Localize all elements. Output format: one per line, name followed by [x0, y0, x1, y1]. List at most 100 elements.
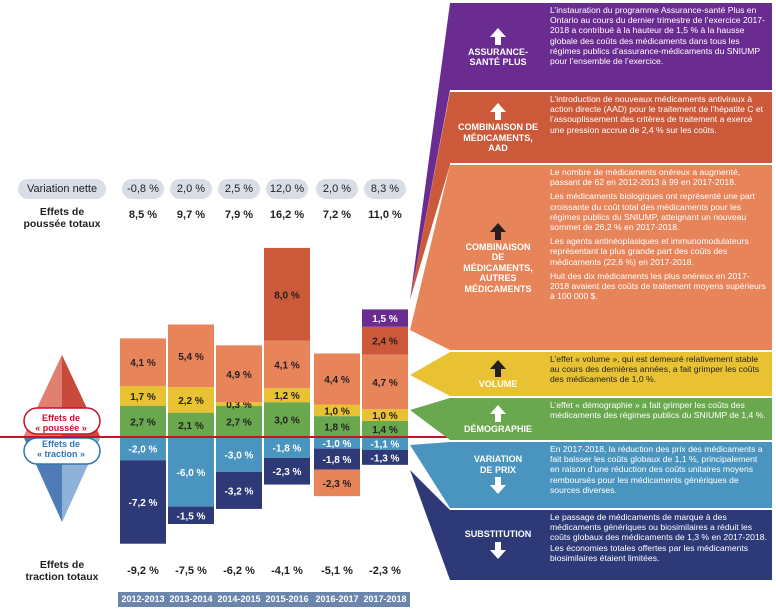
connector-asp [410, 3, 450, 300]
connector-prix [410, 442, 450, 508]
year-label: 2013-2014 [166, 592, 216, 607]
traction-totaux-label: Effets de traction totaux [25, 559, 99, 583]
bar-label: 2,7 % [226, 417, 252, 428]
panel-prix: VARIATION DE PRIX [450, 442, 546, 508]
traction-diamond-label: Effets de « traction » [36, 439, 85, 459]
bar-seg-neg [120, 460, 166, 544]
year-label: 2012-2013 [118, 592, 168, 607]
connector-aad [410, 92, 450, 300]
bar-seg-neg [314, 437, 360, 449]
bar-seg-pos [362, 409, 408, 421]
bar-seg-pos [314, 416, 360, 437]
panel-description: En 2017-2018, la réduction des prix des … [546, 442, 772, 508]
bar-seg-pos [314, 353, 360, 405]
panel-title: COMBINAISON DE MÉDICAMENTS, AAD [457, 122, 538, 154]
bar-seg-pos [264, 402, 310, 437]
bar-seg-pos [120, 338, 166, 386]
bar-label: -1,5 % [177, 511, 206, 522]
panel-description: Le passage de médicaments de marque à de… [546, 510, 772, 580]
panel-description: L’effet « démographie » a fait grimper l… [546, 398, 772, 440]
bar-seg-neg [362, 437, 408, 450]
arrow-up-icon [490, 27, 506, 45]
bar-seg-pos [168, 324, 214, 388]
bar-seg-neg [362, 449, 408, 465]
bar-seg-neg [216, 471, 262, 509]
panel-autres: COMBINAISON DE MÉDICAMENTS, AUTRES MÉDIC… [450, 165, 546, 350]
bar-label: 1,0 % [324, 406, 350, 417]
variation-nette-value: -0,8 % [122, 179, 164, 199]
bar-label: 1,0 % [372, 411, 398, 422]
bar-seg-neg [264, 437, 310, 458]
panel-title: SUBSTITUTION [464, 529, 532, 540]
bar-label: -1,3 % [371, 453, 400, 464]
bar-seg-neg [168, 437, 214, 507]
traction-total: -9,2 % [127, 565, 159, 577]
panel-description: Le nombre de médicaments onéreux a augme… [546, 165, 772, 350]
traction-total: -4,1 % [271, 565, 303, 577]
poussee-total: 9,7 % [176, 209, 206, 221]
panel-subst: SUBSTITUTION [450, 510, 546, 580]
bar-label: 4,7 % [372, 378, 398, 389]
bar-seg-pos [362, 326, 408, 355]
year-label: 2016-2017 [312, 592, 362, 607]
bar-seg-neg [120, 437, 166, 461]
bar-seg-pos [216, 345, 262, 403]
bar-seg-pos [216, 405, 262, 437]
connector-autres [410, 165, 450, 350]
year-label: 2015-2016 [262, 592, 312, 607]
bar-seg-pos [314, 404, 360, 417]
traction-total: -5,1 % [321, 565, 353, 577]
panel-description: L’instauration du programme Assurance-sa… [546, 3, 772, 90]
variation-nette-value: 12,0 % [266, 179, 308, 199]
bar-seg-neg [314, 469, 360, 497]
bar-label: -3,2 % [225, 486, 254, 497]
bar-seg-neg [314, 448, 360, 470]
bar-seg-pos [216, 402, 262, 406]
bar-seg-pos [362, 420, 408, 437]
bar-label: 2,4 % [372, 337, 398, 348]
panel-title: ASSURANCE- SANTÉ PLUS [467, 46, 528, 68]
poussee-total: 16,2 % [269, 209, 305, 221]
bar-label: 1,4 % [372, 425, 398, 436]
panel-title: VARIATION DE PRIX [473, 454, 523, 475]
bar-label: -1,8 % [273, 443, 302, 454]
bar-label: -2,0 % [129, 445, 158, 456]
bar-label: -3,0 % [225, 450, 254, 461]
arrow-down-icon [490, 477, 506, 494]
panel-asp: ASSURANCE- SANTÉ PLUS [450, 3, 546, 90]
bar-seg-neg [216, 437, 262, 472]
bar-label: 1,8 % [324, 423, 350, 434]
panel-title: COMBINAISON DE MÉDICAMENTS, AUTRES MÉDIC… [463, 241, 533, 294]
traction-total: -6,2 % [223, 565, 255, 577]
variation-nette-value: 2,0 % [170, 179, 212, 199]
bar-label: -1,1 % [371, 439, 400, 450]
bar-label: 2,2 % [178, 396, 204, 407]
bar-label: 0,3 % [226, 400, 252, 411]
year-label: 2017-2018 [360, 592, 410, 607]
bar-label: -7,2 % [129, 498, 158, 509]
arrow-up-icon [490, 222, 506, 240]
panel-demo: DÉMOGRAPHIE [450, 398, 546, 440]
bar-label: 2,7 % [130, 417, 156, 428]
variation-nette-value: 8,3 % [364, 179, 406, 199]
connector-demo [410, 398, 450, 440]
traction-total: -2,3 % [369, 565, 401, 577]
bar-label: 4,4 % [324, 375, 350, 386]
bar-seg-pos [264, 340, 310, 389]
bar-seg-pos [264, 388, 310, 403]
bar-seg-pos [120, 405, 166, 437]
bar-seg-neg [264, 457, 310, 485]
panel-description: L’introduction de nouveaux médicaments a… [546, 92, 772, 163]
panel-title: VOLUME [478, 379, 518, 390]
bar-label: 3,0 % [274, 416, 300, 427]
bar-seg-pos [362, 309, 408, 327]
bar-label: 4,1 % [130, 358, 156, 369]
poussee-totaux-label: Effets de poussée totaux [23, 206, 101, 230]
traction-total: -7,5 % [175, 565, 207, 577]
variation-nette-value: 2,5 % [218, 179, 260, 199]
bar-label: 5,4 % [178, 352, 204, 363]
year-label: 2014-2015 [214, 592, 264, 607]
bar-label: -2,3 % [323, 479, 352, 490]
bar-label: 1,5 % [372, 314, 398, 325]
arrow-up-icon [490, 103, 506, 121]
